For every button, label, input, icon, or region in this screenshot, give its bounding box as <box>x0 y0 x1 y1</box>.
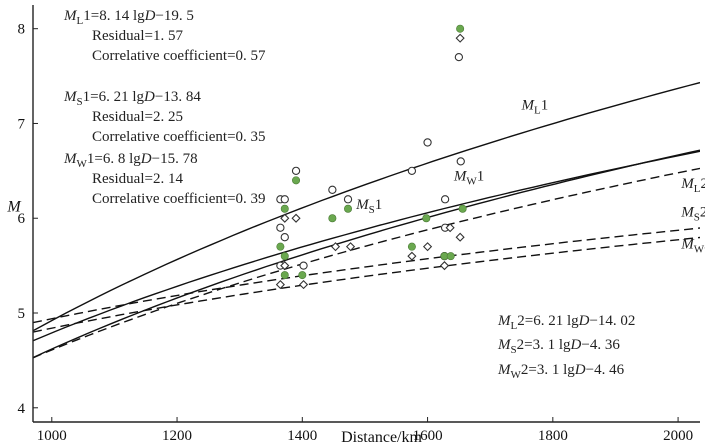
x-tick-label: 1800 <box>538 428 568 444</box>
open-diamond-point <box>275 280 285 290</box>
equation-w1: MW1=6. 8 lgD−15. 78 <box>63 151 198 170</box>
equation-l1: ML1=8. 14 lgD−19. 5 <box>63 8 194 27</box>
open-circle-point <box>291 166 301 176</box>
x-tick-label: 1600 <box>413 428 443 444</box>
y-axis-title: M <box>6 199 22 216</box>
open-circle-point <box>343 195 353 204</box>
y-tick-label: 4 <box>18 401 26 417</box>
green-dot-point <box>328 214 337 223</box>
green-dot-point <box>456 24 465 33</box>
fit-line-ml1 <box>33 81 700 332</box>
correlation-text: Correlative coefficient=0. 39 <box>92 191 266 207</box>
y-tick-label: 7 <box>18 116 26 132</box>
y-tick-label: 8 <box>18 22 26 38</box>
open-diamond-point <box>407 251 417 261</box>
open-diamond-point <box>439 261 450 271</box>
open-circle-point <box>299 261 308 270</box>
green-dot-point <box>298 271 307 280</box>
residual-text: Residual=2. 14 <box>92 171 183 187</box>
equation-s1: MS1=6. 21 lgD−13. 84 <box>63 89 201 108</box>
x-tick-label: 2000 <box>663 428 693 444</box>
green-dot-point <box>276 242 285 251</box>
residual-text: Residual=1. 57 <box>92 28 183 44</box>
open-diamond-point <box>422 242 433 252</box>
green-dot-point <box>422 214 431 223</box>
line-label: MS2 <box>680 204 705 223</box>
open-diamond-point <box>330 242 341 252</box>
x-axis-title: Distance/km <box>341 429 422 446</box>
line-label: MW1 <box>453 168 484 187</box>
equation-w2: MW2=3. 1 lgD−4. 46 <box>497 362 625 381</box>
x-tick-label: 1200 <box>162 428 192 444</box>
x-tick-label: 1000 <box>37 428 67 444</box>
line-label: ML1 <box>521 97 549 116</box>
y-tick-label: 5 <box>18 306 26 322</box>
green-dot-point <box>280 252 289 261</box>
green-dot-point <box>280 204 289 213</box>
open-circle-point <box>454 52 464 62</box>
green-dot-point <box>292 176 301 185</box>
open-circle-point <box>276 223 285 232</box>
open-circle-point <box>423 138 432 147</box>
open-diamond-point <box>455 232 465 242</box>
y-tick-label: 6 <box>18 211 26 227</box>
line-label: MS1 <box>355 197 382 216</box>
fit-line-mw2 <box>33 236 700 333</box>
green-dot-point <box>458 204 467 213</box>
open-circle-point <box>280 233 289 242</box>
green-dot-point <box>446 252 455 261</box>
equation-s2: MS2=3. 1 lgD−4. 36 <box>497 337 620 356</box>
open-circle-point <box>328 185 337 194</box>
residual-text: Residual=2. 25 <box>92 109 183 125</box>
open-diamond-point <box>345 242 356 252</box>
fit-line-ms2 <box>33 227 700 324</box>
annotations: ML1MW1MS1ML2MS2MW2ML1=8. 14 lgD−19. 5Res… <box>63 8 705 381</box>
green-dot-point <box>407 242 416 251</box>
open-diamond-point <box>455 33 465 43</box>
open-diamond-point <box>291 213 301 223</box>
correlation-text: Correlative coefficient=0. 57 <box>92 48 266 64</box>
line-label: MW2 <box>680 237 705 256</box>
open-circle-point <box>280 195 289 204</box>
open-diamond-point <box>298 280 309 290</box>
correlation-text: Correlative coefficient=0. 35 <box>92 129 266 145</box>
open-circle-point <box>456 157 465 166</box>
axes: 1000 1200 1400 1600 1800 2000 4 5 6 7 8 Distance/km… <box>6 5 700 446</box>
open-diamond-point <box>280 213 290 223</box>
open-diamond-point <box>445 223 455 233</box>
open-circle-point <box>407 166 417 176</box>
data-points <box>275 24 467 290</box>
green-dot-point <box>344 204 353 213</box>
open-diamond-point <box>280 261 290 271</box>
green-dot-point <box>280 271 289 280</box>
open-circle-point <box>440 195 450 204</box>
fit-line-ms1 <box>33 150 700 342</box>
equation-l2: ML2=6. 21 lgD−14. 02 <box>497 313 635 332</box>
fit-line-ml2 <box>33 167 700 359</box>
line-label: ML2 <box>680 176 705 195</box>
fit-lines <box>33 81 700 359</box>
x-tick-label: 1400 <box>287 428 317 444</box>
